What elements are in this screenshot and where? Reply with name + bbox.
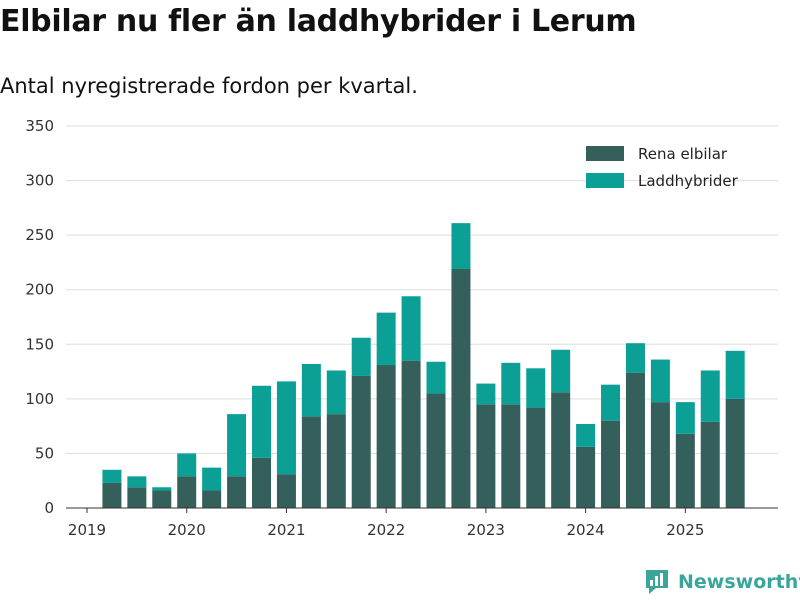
bar-laddhybrider [725,350,745,399]
bar-laddhybrider [476,383,496,405]
y-tick-label: 300 [25,172,54,190]
y-tick-label: 250 [25,226,54,244]
bar-laddhybrider [152,487,172,491]
bar-laddhybrider [202,467,222,491]
x-tick-label: 2020 [168,521,206,539]
legend-label: Rena elbilar [638,145,728,163]
bar-laddhybrider [276,381,296,475]
legend-label: Laddhybrider [638,172,739,190]
bar-laddhybrider [675,402,695,434]
bar-laddhybrider [625,343,645,373]
bar-laddhybrider [301,363,321,417]
bar-rena-elbilar [526,407,546,508]
bar-laddhybrider [376,312,396,366]
y-tick-label: 0 [44,499,54,517]
bar-laddhybrider [700,370,720,422]
y-tick-label: 50 [35,444,54,462]
legend-swatch [586,146,624,161]
bar-laddhybrider [426,361,446,394]
bar-rena-elbilar [601,420,621,508]
bar-rena-elbilar [426,393,446,508]
bar-rena-elbilar [501,404,521,508]
x-tick-label: 2024 [567,521,605,539]
x-tick-label: 2023 [467,521,505,539]
bar-rena-elbilar [376,365,396,508]
bar-laddhybrider [401,296,421,361]
brand-logo: Newsworthy [644,568,800,596]
chart-subtitle: Antal nyregistrerade fordon per kvartal. [0,74,418,98]
bar-laddhybrider [501,362,521,405]
bar-rena-elbilar [725,398,745,508]
bar-laddhybrider [551,349,571,393]
bar-laddhybrider [177,453,197,477]
bar-rena-elbilar [576,446,596,508]
bar-laddhybrider [127,476,147,488]
chart-title: Elbilar nu fler än laddhybrider i Lerum [0,4,637,39]
bar-laddhybrider [526,368,546,408]
legend-swatch [586,173,624,188]
bar-rena-elbilar [675,433,695,508]
bar-rena-elbilar [177,476,197,508]
x-tick-label: 2022 [367,521,405,539]
bar-rena-elbilar [551,392,571,508]
bar-laddhybrider [576,423,596,447]
bar-laddhybrider [326,370,346,415]
y-tick-label: 150 [25,335,54,353]
bar-rena-elbilar [227,476,247,508]
bar-laddhybrider [102,469,122,483]
bar-rena-elbilar [202,490,222,508]
bar-laddhybrider [351,337,371,376]
bar-rena-elbilar [650,402,670,508]
y-tick-label: 350 [25,117,54,135]
bar-rena-elbilar [351,375,371,508]
newsworthy-logo-icon [646,570,668,594]
bar-rena-elbilar [102,482,122,508]
bar-laddhybrider [252,385,272,458]
brand-name: Newsworthy [678,571,800,593]
y-tick-label: 100 [25,390,54,408]
bar-laddhybrider [451,223,471,269]
bar-rena-elbilar [451,268,471,508]
bar-rena-elbilar [152,490,172,508]
x-tick-label: 2025 [666,521,704,539]
bar-rena-elbilar [625,372,645,508]
bar-rena-elbilar [127,487,147,508]
bar-rena-elbilar [700,421,720,508]
bar-rena-elbilar [276,474,296,508]
x-tick-label: 2021 [267,521,305,539]
bar-rena-elbilar [301,416,321,508]
bar-rena-elbilar [401,360,421,508]
bar-rena-elbilar [326,414,346,508]
bar-laddhybrider [601,384,621,421]
bar-rena-elbilar [476,404,496,508]
bar-laddhybrider [227,414,247,477]
x-tick-label: 2019 [68,521,106,539]
bar-laddhybrider [650,359,670,403]
y-tick-label: 200 [25,281,54,299]
bar-rena-elbilar [252,457,272,508]
